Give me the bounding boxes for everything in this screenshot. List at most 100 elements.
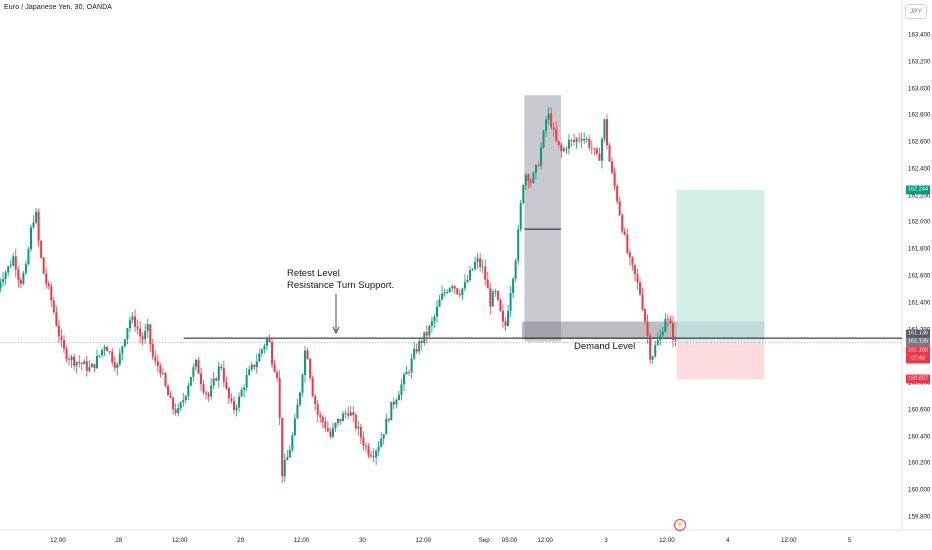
candle-body: [666, 318, 669, 320]
candle-body: [486, 279, 489, 289]
candle-body: [265, 338, 268, 346]
candle-body: [172, 397, 175, 410]
y-tick-label: 159.800: [908, 513, 931, 521]
x-tick-label: 12:00: [780, 537, 797, 544]
candle-body: [585, 138, 588, 140]
candle-body: [537, 165, 540, 166]
candle-body: [95, 355, 98, 368]
candle-body: [271, 342, 274, 365]
candle-body: [504, 321, 507, 326]
candle-body: [573, 140, 576, 143]
candle-body: [646, 321, 649, 336]
candle-body: [78, 361, 81, 363]
candle-body: [146, 324, 149, 331]
candle-body: [509, 293, 512, 311]
candle-body: [618, 201, 621, 216]
candle-body: [418, 340, 421, 352]
candle-body: [461, 288, 464, 296]
candle-body: [88, 367, 91, 371]
candle-body: [644, 309, 647, 322]
candle-body: [156, 361, 159, 367]
candle-body: [55, 312, 58, 326]
candle-body: [19, 280, 22, 284]
candle-body: [611, 161, 614, 173]
candle-body: [276, 371, 279, 379]
candle-body: [215, 378, 218, 381]
candle-body: [451, 286, 454, 289]
candle-body: [169, 395, 172, 398]
candle-body: [126, 328, 129, 340]
candle-body: [354, 414, 357, 429]
candle-body: [631, 257, 634, 265]
candle-body: [113, 362, 116, 368]
candle-body: [235, 407, 238, 410]
candle-body: [484, 266, 487, 280]
candle-body: [375, 450, 378, 458]
candle-body: [311, 377, 314, 397]
candle-body: [268, 338, 271, 343]
candle-body: [420, 340, 423, 343]
y-tick-label: 160.200: [908, 459, 931, 467]
candle-body: [524, 174, 527, 186]
candle-body: [141, 336, 144, 340]
candle-body: [50, 286, 53, 301]
candle-body: [134, 316, 137, 327]
candle-body: [550, 113, 553, 128]
candle-body: [408, 371, 411, 373]
candle-body: [7, 266, 10, 273]
target-zone: [676, 189, 765, 343]
y-tick-label: 160.000: [908, 486, 931, 494]
candle-body: [253, 364, 256, 368]
candle-body: [580, 138, 583, 141]
y-tick-label: 163.200: [908, 58, 931, 66]
candle-body: [306, 350, 309, 360]
candle-body: [674, 339, 677, 341]
level-1-price-tag: 161.136: [906, 329, 930, 339]
candle-body: [448, 288, 451, 293]
candle-body: [144, 330, 147, 340]
candle-body: [438, 299, 441, 307]
lightning-icon[interactable]: ⚡: [674, 519, 686, 531]
candle-body: [85, 361, 88, 371]
candle-body: [22, 273, 25, 284]
candle-body: [301, 375, 304, 393]
candle-body: [194, 359, 197, 368]
candle-body: [441, 293, 444, 300]
candle-body: [446, 292, 449, 293]
candle-body: [593, 148, 596, 150]
x-tick-label: 28: [115, 537, 123, 544]
candle-body: [496, 291, 499, 300]
candle-body: [400, 384, 403, 395]
current-price-tag: 161.102: [906, 346, 930, 356]
candle-body: [413, 348, 416, 359]
candle-body: [65, 348, 68, 360]
candle-body: [316, 404, 319, 415]
x-tick-label: 12:00: [293, 537, 310, 544]
candle-body: [359, 426, 362, 438]
candle-body: [174, 409, 177, 414]
candle-body: [466, 280, 469, 282]
candle-body: [278, 378, 281, 419]
y-tick-label: 162.000: [908, 218, 931, 226]
candle-body: [664, 318, 667, 332]
candle-body: [161, 373, 164, 374]
candle-body: [111, 351, 114, 363]
candle-body: [42, 257, 45, 274]
candle-body: [638, 282, 641, 295]
candle-body: [167, 386, 170, 396]
candle-body: [522, 185, 525, 203]
candle-body: [139, 328, 142, 337]
candle-body: [357, 426, 360, 429]
candle-body: [669, 319, 672, 324]
candle-body: [468, 270, 471, 281]
x-tick-label: 12:00: [50, 537, 66, 544]
currency-button[interactable]: JPY: [905, 4, 927, 19]
candle-body: [349, 412, 352, 416]
y-tick-label: 161.600: [908, 272, 931, 280]
candle-body: [159, 366, 162, 374]
candle-body: [395, 400, 398, 405]
candle-body: [491, 291, 494, 307]
candle-body: [435, 306, 438, 317]
candle-body: [108, 351, 111, 353]
candle-body: [671, 323, 674, 341]
